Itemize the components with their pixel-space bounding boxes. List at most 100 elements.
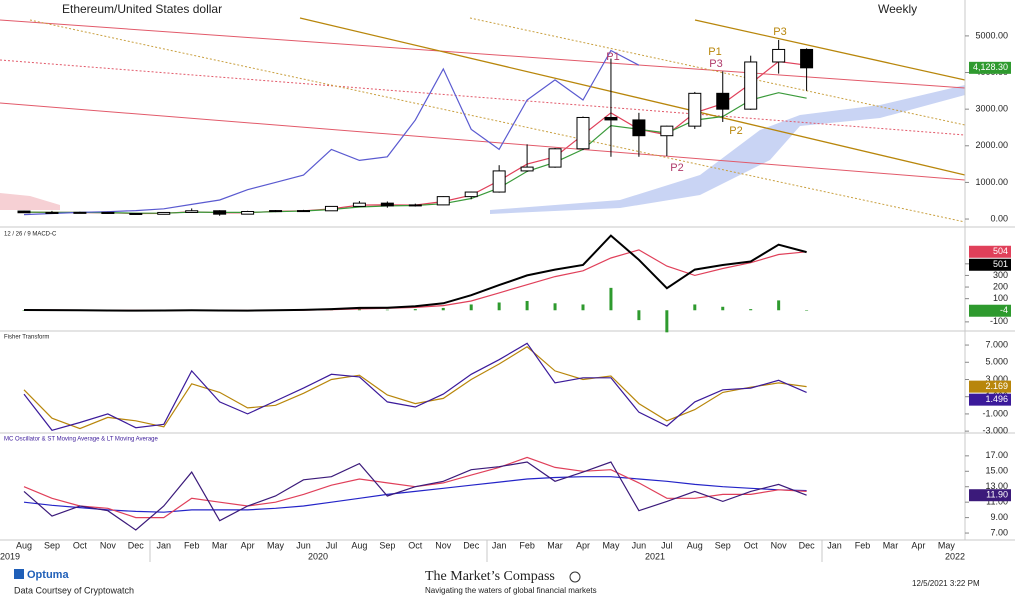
y-tick-label: 7.00 [990,527,1008,537]
y-tick-label: 5000.00 [975,30,1008,40]
value-box [969,61,1011,74]
value-box-label: -4 [1000,305,1008,315]
histogram-bar [497,302,501,311]
annotation: P3 [709,58,722,70]
series-line [23,461,807,531]
histogram-bar [553,303,557,311]
candle-body [436,196,450,206]
x-tick-label: Jan [156,540,171,550]
year-label: 2022 [945,551,965,561]
logo-tagline: Navigating the waters of global financia… [425,586,597,595]
brand-icon [14,569,24,579]
x-tick-label: Nov [435,540,452,550]
trend-line [469,17,965,126]
x-tick-label: Jan [492,540,507,550]
x-tick-label: Feb [855,540,871,550]
annotation: P2 [729,125,742,137]
y-tick-label: 300 [993,270,1008,280]
candle-body [269,210,283,213]
y-tick-label: 2000.00 [975,140,1008,150]
y-tick-label: 200 [993,281,1008,291]
year-label: 2020 [308,551,328,561]
y-tick-label: 15.00 [985,466,1008,476]
x-tick-label: Oct [73,540,88,550]
candle-body [520,166,534,172]
plot-area [17,39,814,531]
value-box-label: 2.169 [985,381,1008,391]
x-tick-label: Feb [519,540,535,550]
candle-body [352,202,366,207]
candle-body [129,212,143,215]
year-label: 2021 [645,551,665,561]
histogram-bar [805,310,809,311]
value-box [969,380,1011,393]
histogram-bar [357,309,361,311]
x-tick-label: Aug [687,540,703,550]
candle-body [408,204,422,207]
candle-body [660,125,674,137]
x-tick-label: Sep [715,540,731,550]
histogram-bar [581,304,585,311]
candle-body [576,116,590,150]
trend-line [0,59,965,136]
candle-body [73,211,87,214]
histogram-bar [385,309,389,311]
value-box-label: 504 [993,246,1008,256]
annotation: P1 [606,51,619,63]
candle-body [157,211,171,215]
x-tick-label: Jan [827,540,842,550]
value-box [969,393,1011,406]
trend-line [29,19,965,223]
x-tick-label: Dec [128,540,145,550]
candle-body [688,92,702,127]
x-tick-label: Jun [632,540,647,550]
y-tick-label: -3.000 [982,426,1008,436]
x-tick-label: Feb [184,540,200,550]
panel-title: Fisher Transform [4,335,49,341]
x-tick-label: Oct [408,540,423,550]
x-tick-label: Jul [326,540,338,550]
histogram-bar [469,304,473,311]
value-box-label: 1.496 [985,394,1008,404]
candle-body [380,202,394,207]
y-tick-label: -100 [990,316,1008,326]
candle-body [185,210,199,213]
frame [0,0,1015,562]
candle-body [548,148,562,168]
candle-body [101,211,115,214]
histogram-bar [637,310,641,321]
candle-body [604,116,618,121]
brand: Optuma [27,569,69,581]
x-tick-label: Mar [547,540,563,550]
candle-body [632,119,646,137]
value-box [969,304,1011,317]
candle-body [744,61,758,110]
y-tick-label: 11.00 [986,497,1008,507]
y-tick-label: 7.000 [985,339,1008,349]
candle-body [800,48,814,69]
candle-body [213,210,227,215]
panel-title: 12 / 26 / 9 MACD-C [4,232,57,238]
histogram-bar [693,304,697,311]
x-tick-label: Sep [44,540,60,550]
x-tick-label: Apr [911,540,925,550]
series-line [23,346,807,430]
value-box [969,245,1011,258]
y-tick-label: 9.00 [990,512,1008,522]
y-tick-label: 5.000 [985,357,1008,367]
compass-icon [569,571,581,583]
x-tick-label: Dec [463,540,480,550]
x-tick-label: Jun [296,540,311,550]
candle-body [297,210,310,213]
candle-body [772,48,786,63]
x-tick-label: Jul [661,540,673,550]
x-tick-label: Nov [771,540,788,550]
chart-subtitle: Weekly [878,2,917,16]
histogram-bar [413,309,417,311]
y-tick-label: 3000.00 [975,104,1008,114]
x-tick-label: Nov [100,540,117,550]
series-line [23,234,807,312]
trend-line [0,19,965,89]
x-tick-label: Apr [241,540,255,550]
